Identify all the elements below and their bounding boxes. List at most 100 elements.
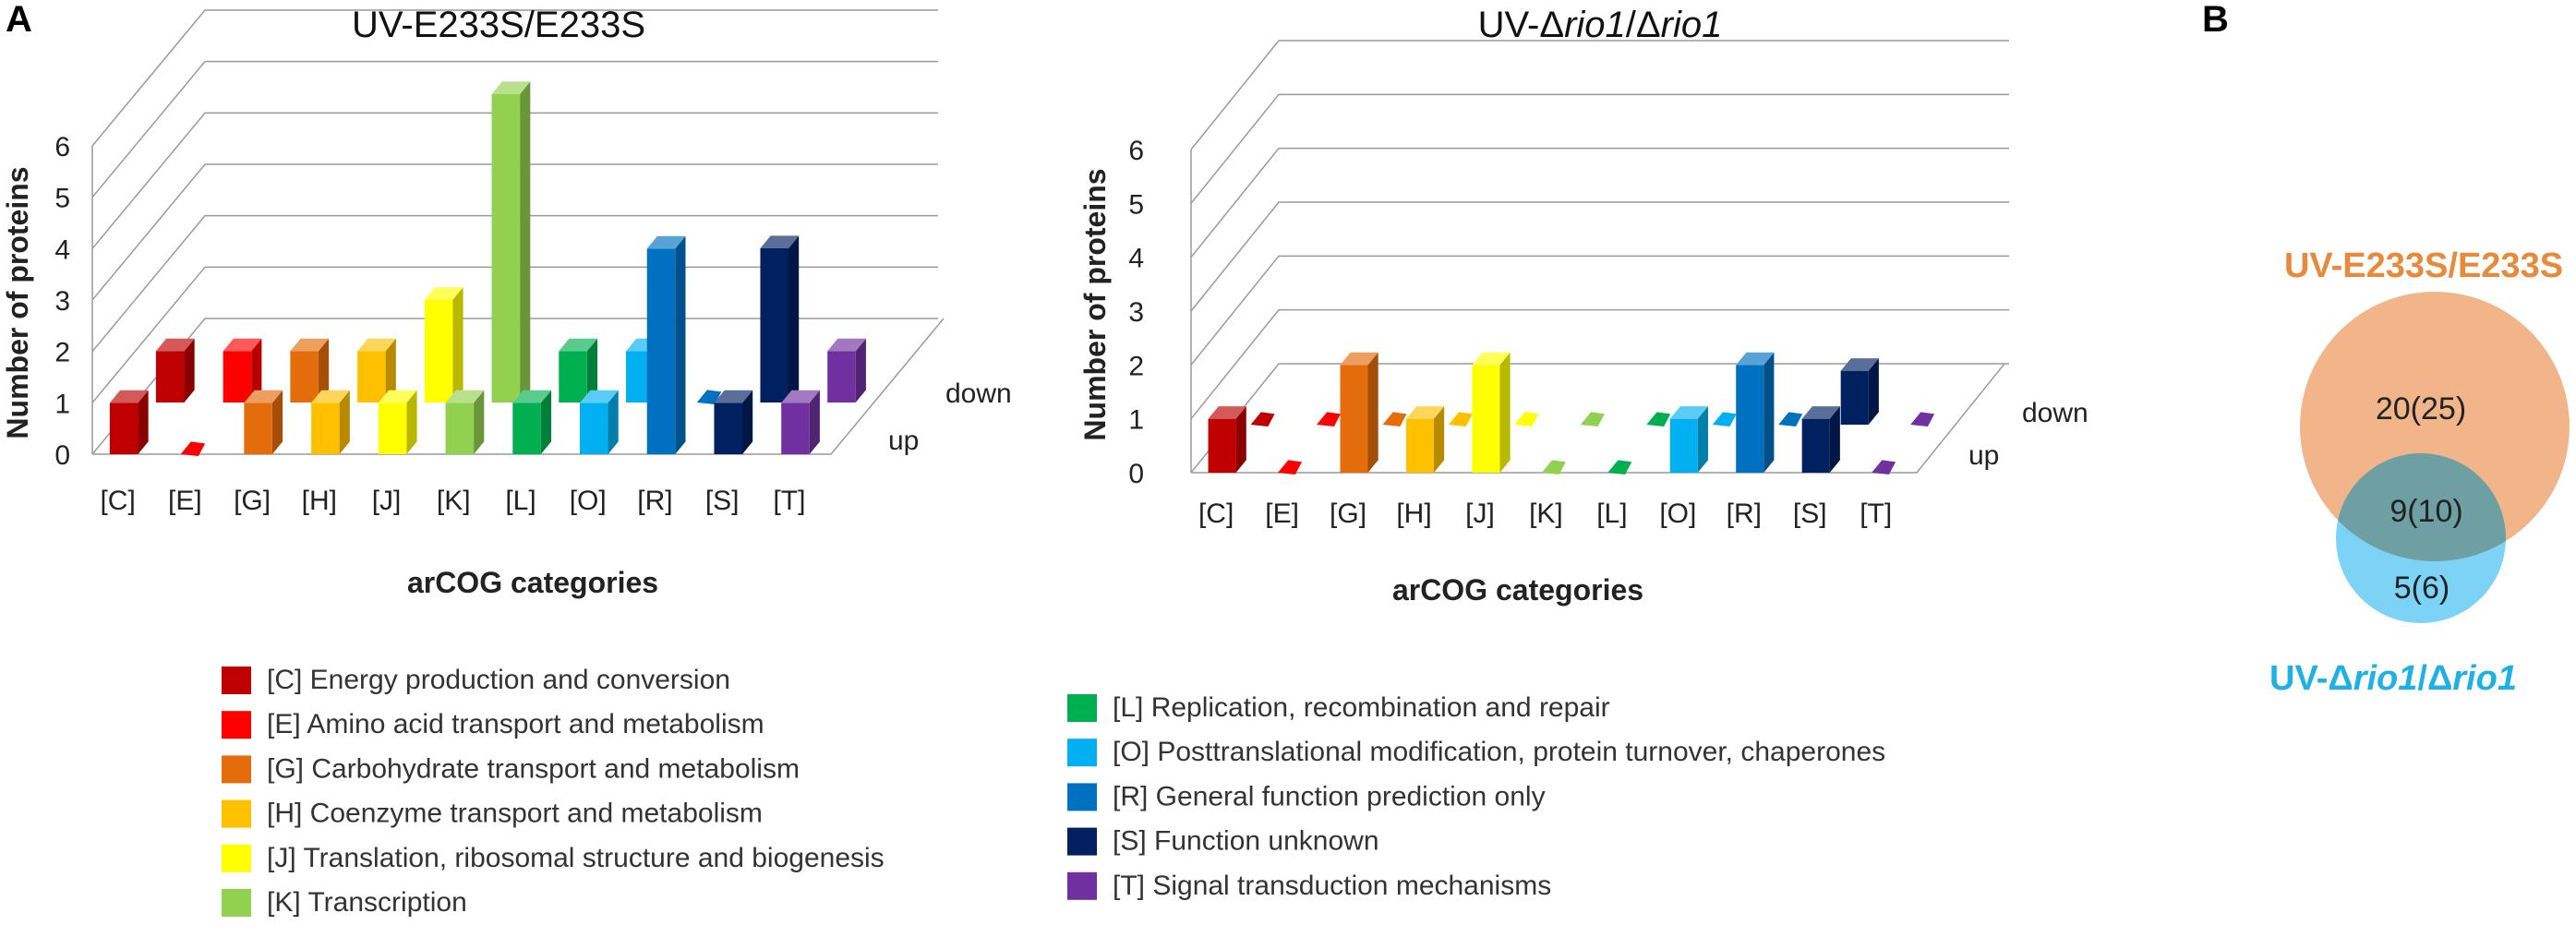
gridline xyxy=(91,266,938,403)
x-category-label: [C] xyxy=(100,486,135,516)
bar-top xyxy=(1736,352,1775,366)
bar-top xyxy=(760,235,800,248)
bar-top xyxy=(378,390,417,403)
y-tick-label: 6 xyxy=(54,132,70,162)
bar-top xyxy=(1472,352,1511,366)
x-category-label: [C] xyxy=(1198,499,1234,529)
bar-down-L xyxy=(559,338,598,402)
bar-top xyxy=(424,287,463,300)
bar-side xyxy=(1763,352,1775,473)
legend-swatch xyxy=(1067,871,1097,900)
bar-side xyxy=(1367,352,1378,473)
bar-front xyxy=(1472,365,1500,473)
bar-down-S xyxy=(760,235,800,402)
legend-swatch xyxy=(222,889,251,917)
bar-up-S xyxy=(714,390,753,454)
bar-up-K xyxy=(445,390,485,454)
y-tick-label: 1 xyxy=(54,389,70,419)
x-category-label: [S] xyxy=(705,486,740,516)
bar-front xyxy=(1208,418,1236,473)
x-category-label: [K] xyxy=(437,486,471,516)
x-category-label: [G] xyxy=(1330,499,1366,529)
bar-top xyxy=(646,235,686,249)
bar-front xyxy=(1840,370,1869,425)
bar-top xyxy=(1405,406,1445,419)
gridline xyxy=(91,60,938,198)
bar-up-J xyxy=(378,390,417,454)
bar-top xyxy=(491,81,531,94)
y-tick-label: 0 xyxy=(1128,459,1144,489)
gridline xyxy=(91,9,938,147)
bar-zero-marker xyxy=(180,441,206,456)
bar-zero-marker xyxy=(1646,412,1671,426)
legend-label: [H] Coenzyme transport and metabolism xyxy=(267,799,763,829)
x-category-label: [R] xyxy=(637,486,672,516)
bar-front xyxy=(378,402,407,454)
bar-down-G xyxy=(1382,412,1407,426)
bar-zero-marker xyxy=(1541,460,1566,475)
bar-side xyxy=(184,338,195,402)
bar-zero-marker xyxy=(1317,412,1342,426)
bar-up-E xyxy=(1278,460,1303,475)
gridline xyxy=(1190,201,2009,312)
legend-item-H: [H] Coenzyme transport and metabolism xyxy=(222,799,763,829)
legend-swatch xyxy=(222,844,251,872)
bar-side xyxy=(385,338,396,402)
bar-top xyxy=(357,338,396,352)
bar-top xyxy=(311,390,350,403)
y-tick-label: 2 xyxy=(1128,351,1144,381)
bar-up-K xyxy=(1541,460,1566,475)
x-category-label: [T] xyxy=(1860,499,1892,529)
bar-side xyxy=(251,338,262,402)
bar-up-T xyxy=(1872,460,1896,475)
bar-up-O xyxy=(1669,406,1708,473)
x-category-label: [J] xyxy=(372,486,402,516)
bar-top xyxy=(512,390,552,403)
bar-front xyxy=(580,402,608,454)
bar-zero-marker xyxy=(1514,412,1539,426)
legend-swatch xyxy=(1067,694,1097,722)
bar-up-L xyxy=(1607,460,1632,475)
x-axis-title: arCOG categories xyxy=(407,566,658,599)
bar-side xyxy=(675,235,686,454)
bar-front xyxy=(244,402,272,454)
bar-up-G xyxy=(1340,352,1378,473)
bar-top xyxy=(109,390,149,403)
bar-down-R xyxy=(1778,412,1803,426)
legend-item-C: [C] Energy production and conversion xyxy=(222,665,730,695)
legend-swatch xyxy=(222,755,251,784)
bar-side xyxy=(1868,358,1879,425)
bar-top xyxy=(1208,406,1246,419)
bar-front xyxy=(311,402,340,454)
bar-zero-marker xyxy=(1872,460,1896,475)
bar-zero-marker xyxy=(1580,412,1605,426)
bar-side xyxy=(1235,406,1246,473)
panel-b-letter: B xyxy=(2202,0,2229,40)
x-category-label: [T] xyxy=(773,486,805,516)
gridline xyxy=(1190,255,2009,366)
bar-down-L xyxy=(1646,412,1671,426)
gridline xyxy=(91,163,938,301)
depth-label-down: down xyxy=(2022,398,2088,428)
bar-up-S xyxy=(1801,406,1840,473)
bar-top xyxy=(1669,406,1708,419)
bar-down-R xyxy=(696,390,722,404)
bar-zero-marker xyxy=(1250,412,1275,426)
chart-title: UV-E233S/E233S xyxy=(352,5,645,45)
bar-top xyxy=(781,390,820,403)
bar-top xyxy=(1840,358,1879,371)
gridline xyxy=(91,214,938,353)
bar-front xyxy=(491,94,521,402)
bar-side xyxy=(318,338,330,402)
bar-side xyxy=(1499,352,1511,473)
venn-only-set1-count: 20(25) xyxy=(2376,391,2466,426)
bar-side xyxy=(1433,406,1445,473)
panel-a-letter: A xyxy=(6,0,32,40)
bar-down-T xyxy=(1910,412,1935,426)
bar-side xyxy=(788,235,800,402)
x-category-label: [L] xyxy=(505,486,536,516)
bar-zero-marker xyxy=(1778,412,1803,426)
bar-zero-marker xyxy=(1448,412,1473,426)
bar-down-T xyxy=(827,338,866,402)
legend-label: [O] Posttranslational modification, prot… xyxy=(1113,737,1885,767)
